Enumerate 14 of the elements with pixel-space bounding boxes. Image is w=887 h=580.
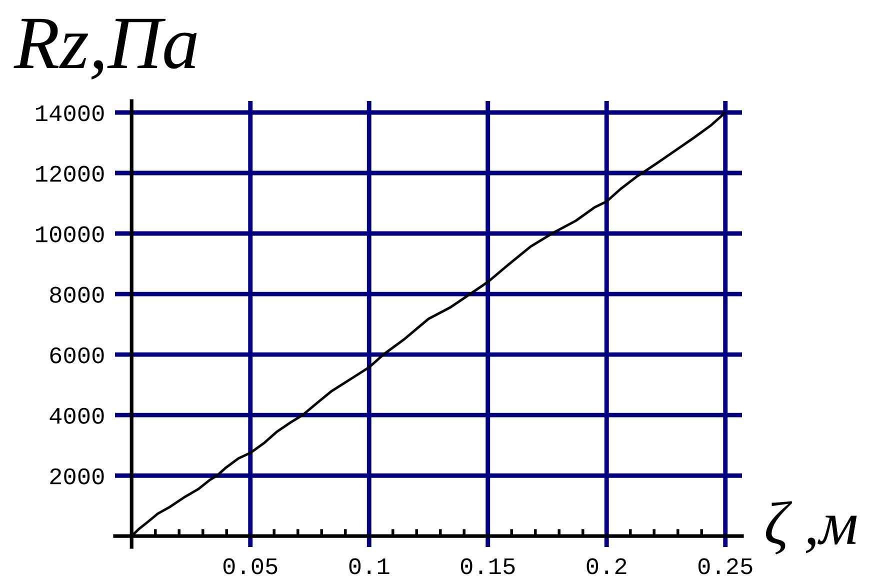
y-axis-title: Rz,Па — [14, 18, 197, 80]
y-tick-label: 10000 — [36, 226, 104, 242]
x-axis-title: ζ ,м — [766, 501, 857, 554]
y-tick-label: 4000 — [50, 408, 104, 424]
y-tick-label: 2000 — [50, 468, 104, 484]
x-tick-label: 0.2 — [586, 558, 626, 574]
y-tick-label: 14000 — [36, 105, 104, 122]
x-tick-label: 0.1 — [349, 558, 390, 574]
y-tick-label: 8000 — [50, 286, 104, 303]
x-tick-label: 0.25 — [698, 558, 752, 574]
x-tick-label: 0.05 — [223, 558, 278, 574]
y-tick-label: 12000 — [36, 166, 104, 182]
x-tick-label: 0.15 — [460, 558, 515, 574]
y-tick-label: 6000 — [50, 347, 104, 364]
